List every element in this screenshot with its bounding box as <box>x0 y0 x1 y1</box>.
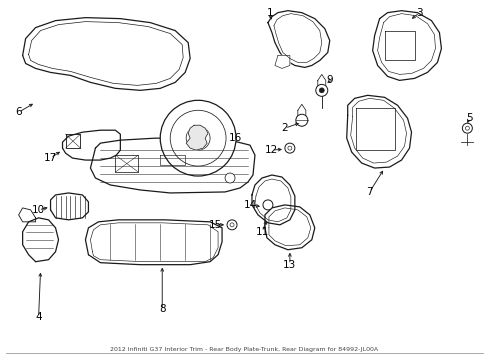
Text: 1: 1 <box>266 8 273 18</box>
Circle shape <box>285 143 294 153</box>
Polygon shape <box>22 18 190 90</box>
Text: 16: 16 <box>228 133 241 143</box>
Circle shape <box>315 84 327 96</box>
Text: 8: 8 <box>159 305 165 315</box>
Polygon shape <box>297 104 305 126</box>
Text: 14: 14 <box>243 200 256 210</box>
Text: 9: 9 <box>326 75 332 85</box>
Polygon shape <box>372 11 441 80</box>
Polygon shape <box>19 208 36 222</box>
Polygon shape <box>90 138 254 193</box>
Text: 2012 Infiniti G37 Interior Trim - Rear Body Plate-Trunk, Rear Diagram for 84992-: 2012 Infiniti G37 Interior Trim - Rear B… <box>110 347 377 352</box>
Text: 2: 2 <box>281 123 287 133</box>
Polygon shape <box>186 125 208 150</box>
Circle shape <box>462 123 471 133</box>
Text: 5: 5 <box>465 113 472 123</box>
Text: 10: 10 <box>32 205 45 215</box>
Circle shape <box>224 173 235 183</box>
Circle shape <box>263 200 272 210</box>
Polygon shape <box>251 175 294 225</box>
Polygon shape <box>264 205 314 250</box>
Text: 15: 15 <box>208 220 221 230</box>
Text: 13: 13 <box>283 260 296 270</box>
Polygon shape <box>62 130 120 160</box>
Polygon shape <box>267 11 329 67</box>
Text: 11: 11 <box>255 227 268 237</box>
Circle shape <box>160 100 236 176</box>
Text: 17: 17 <box>44 153 57 163</box>
Circle shape <box>226 220 237 230</box>
Text: 6: 6 <box>15 107 22 117</box>
Text: 7: 7 <box>366 187 372 197</box>
Polygon shape <box>317 75 325 96</box>
Polygon shape <box>274 55 289 68</box>
Polygon shape <box>346 95 411 168</box>
Polygon shape <box>50 193 88 220</box>
Text: 4: 4 <box>35 312 42 323</box>
Circle shape <box>295 114 307 126</box>
Text: 12: 12 <box>265 145 278 155</box>
Text: 3: 3 <box>415 8 422 18</box>
Circle shape <box>186 126 210 150</box>
Circle shape <box>319 88 324 93</box>
Polygon shape <box>22 218 59 262</box>
Polygon shape <box>85 220 222 265</box>
